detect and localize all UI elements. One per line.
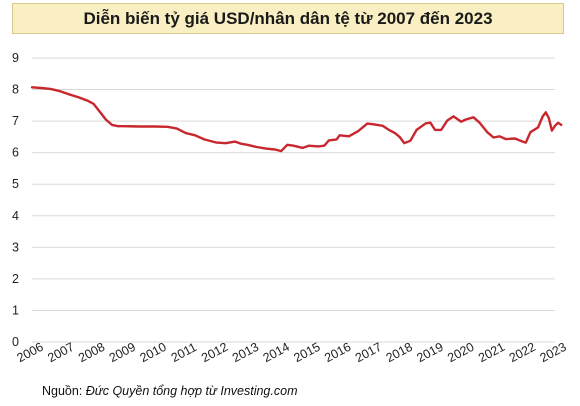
y-axis-ticks: 0 1 2 3 4 5 6 7 8 9 [12, 51, 19, 349]
x-tick-label-2008: 2008 [76, 340, 107, 365]
x-tick-label-2014: 2014 [261, 340, 292, 365]
y-tick-label-4: 4 [12, 209, 19, 223]
y-tick-label-8: 8 [12, 83, 19, 97]
y-tick-label-2: 2 [12, 272, 19, 286]
x-tick-label-2006: 2006 [15, 340, 46, 365]
series-line-0 [30, 86, 563, 153]
x-tick-label-2010: 2010 [138, 340, 169, 365]
x-tick-label-2015: 2015 [291, 340, 322, 365]
y-tick-label-6: 6 [12, 146, 19, 160]
x-axis-ticks: 2006 2007 2008 2009 2010 2011 2012 2013 2014 2015… [15, 340, 569, 365]
y-tick-label-1: 1 [12, 303, 19, 317]
x-tick-label-2019: 2019 [414, 340, 445, 365]
source-prefix: Nguồn: [42, 384, 86, 398]
x-tick-label-2009: 2009 [107, 340, 138, 365]
y-tick-label-7: 7 [12, 114, 19, 128]
x-tick-label-2022: 2022 [507, 340, 538, 365]
source-text: Đức Quyền tổng hợp từ Investing.com [85, 384, 298, 398]
y-tick-label-9: 9 [12, 51, 19, 65]
y-tick-label-5: 5 [12, 177, 19, 191]
y-tick-label-0: 0 [12, 335, 19, 349]
x-tick-label-2011: 2011 [169, 340, 199, 365]
x-tick-label-2013: 2013 [230, 340, 261, 365]
gridlines [32, 57, 555, 343]
x-tick-label-2016: 2016 [322, 340, 353, 365]
chart-title: Diễn biến tỷ giá USD/nhân dân tệ từ 2007… [83, 8, 493, 28]
x-tick-label-2012: 2012 [199, 340, 230, 365]
y-tick-label-3: 3 [12, 240, 19, 254]
x-tick-label-2007: 2007 [45, 340, 76, 365]
series-layer [30, 86, 563, 153]
x-tick-label-2020: 2020 [445, 340, 476, 365]
x-tick-label-2017: 2017 [353, 340, 384, 365]
title-banner: Diễn biến tỷ giá USD/nhân dân tệ từ 2007… [12, 3, 564, 34]
x-tick-label-2018: 2018 [384, 340, 415, 365]
x-tick-label-2021: 2021 [476, 340, 507, 365]
source-note: Nguồn: Đức Quyền tổng hợp từ Investing.c… [42, 384, 297, 398]
x-tick-label-2023: 2023 [538, 340, 569, 365]
